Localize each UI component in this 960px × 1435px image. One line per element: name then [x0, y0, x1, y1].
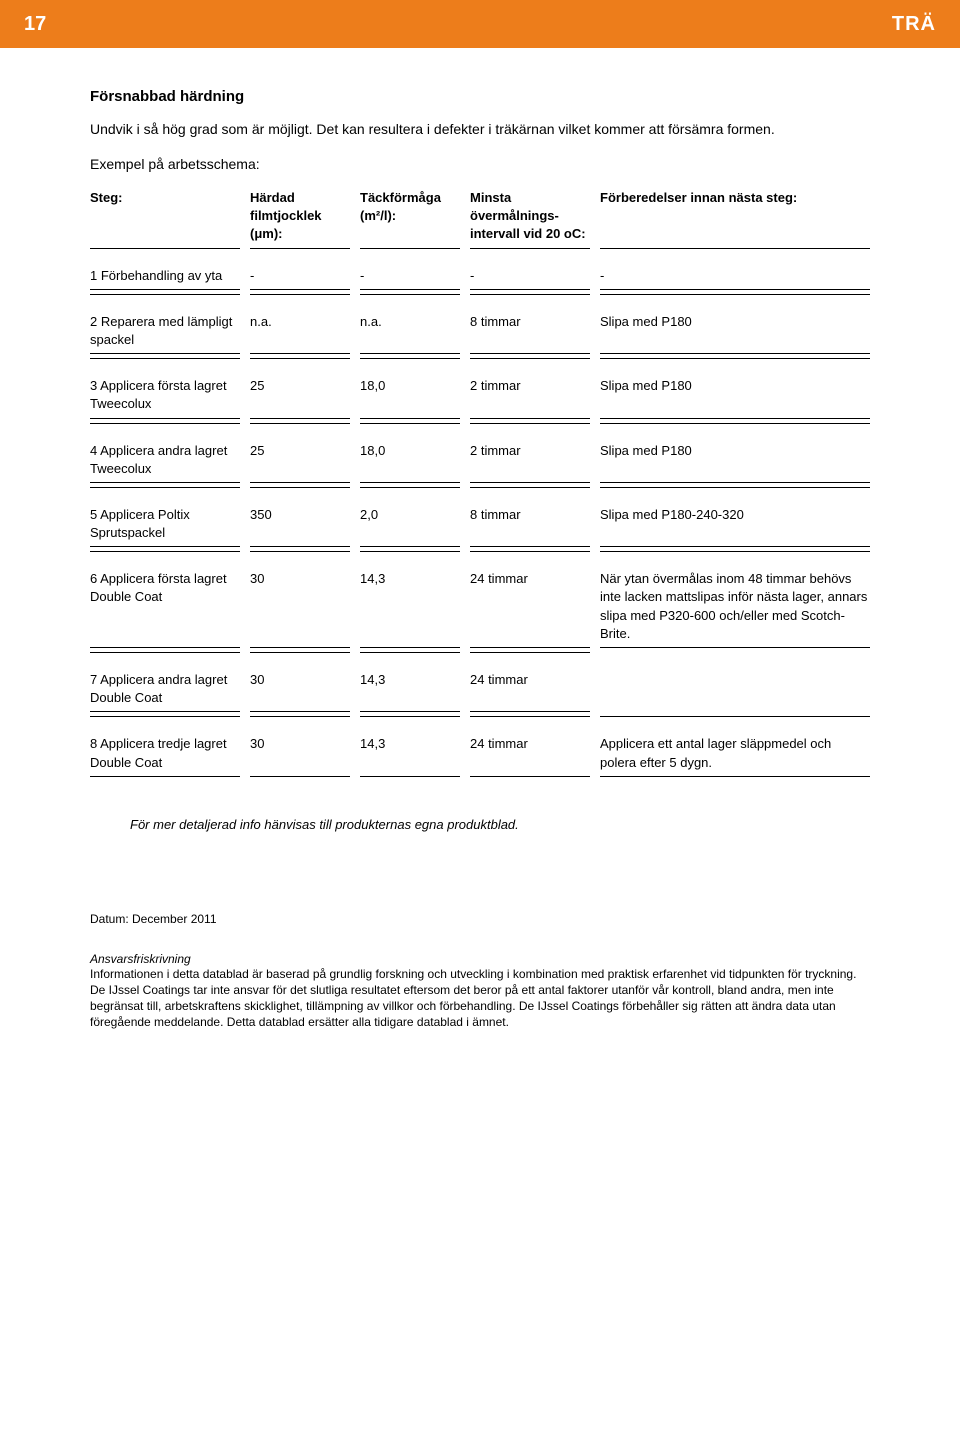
cell-prep: Slipa med P180 — [600, 442, 870, 478]
cell-step: 1 Förbehandling av yta — [90, 267, 250, 285]
table-row-divider — [90, 289, 870, 290]
table-row-divider — [90, 652, 870, 653]
table-row-divider — [90, 716, 870, 717]
table-row-divider — [90, 482, 870, 483]
table-row-divider — [90, 487, 870, 488]
cell-coverage: 14,3 — [360, 671, 470, 707]
cell-step: 5 Applicera Poltix Sprutspackel — [90, 506, 250, 542]
cell-interval: - — [470, 267, 600, 285]
cell-coverage: 18,0 — [360, 377, 470, 413]
intro-paragraph-2: Exempel på arbetsschema: — [90, 154, 870, 175]
cell-coverage: 14,3 — [360, 570, 470, 643]
cell-interval: 24 timmar — [470, 735, 600, 771]
table-header-coverage: Täckförmåga (m²/l): — [360, 189, 470, 244]
cell-thickness: 30 — [250, 570, 360, 643]
cell-prep: Slipa med P180 — [600, 377, 870, 413]
table-header-prep: Förberedelser innan nästa steg: — [600, 189, 870, 244]
cell-thickness: 25 — [250, 377, 360, 413]
table-row-divider — [90, 647, 870, 648]
table-row-divider — [90, 294, 870, 295]
cell-prep: - — [600, 267, 870, 285]
table-row: 7 Applicera andra lagret Double Coat3014… — [90, 657, 870, 711]
table-row: 6 Applicera första lagret Double Coat301… — [90, 556, 870, 647]
cell-coverage: 2,0 — [360, 506, 470, 542]
cell-coverage: - — [360, 267, 470, 285]
cell-interval: 8 timmar — [470, 506, 600, 542]
cell-thickness: 25 — [250, 442, 360, 478]
cell-coverage: 18,0 — [360, 442, 470, 478]
cell-step: 7 Applicera andra lagret Double Coat — [90, 671, 250, 707]
cell-thickness: - — [250, 267, 360, 285]
page-content: Försnabbad härdning Undvik i så hög grad… — [0, 48, 960, 1051]
intro-paragraph-1: Undvik i så hög grad som är möjligt. Det… — [90, 119, 870, 140]
table-row-divider — [90, 423, 870, 424]
cell-step: 3 Applicera första lagret Tweecolux — [90, 377, 250, 413]
cell-prep: Slipa med P180-240-320 — [600, 506, 870, 542]
page-header: 17 TRÄ — [0, 0, 960, 48]
disclaimer-body: Informationen i detta datablad är basera… — [90, 966, 870, 1031]
table-row-divider — [90, 711, 870, 712]
cell-prep: Slipa med P180 — [600, 313, 870, 349]
cell-thickness: 30 — [250, 735, 360, 771]
table-row: 4 Applicera andra lagret Tweecolux2518,0… — [90, 428, 870, 482]
cell-prep — [600, 671, 870, 707]
table-row: 5 Applicera Poltix Sprutspackel3502,08 t… — [90, 492, 870, 546]
section-heading: Försnabbad härdning — [90, 88, 870, 105]
cell-interval: 2 timmar — [470, 377, 600, 413]
cell-step: 8 Applicera tredje lagret Double Coat — [90, 735, 250, 771]
table-row-divider — [90, 776, 870, 777]
cell-step: 6 Applicera första lagret Double Coat — [90, 570, 250, 643]
page-category: TRÄ — [892, 13, 936, 36]
cell-step: 4 Applicera andra lagret Tweecolux — [90, 442, 250, 478]
cell-interval: 24 timmar — [470, 671, 600, 707]
table-row: 2 Reparera med lämpligt spackeln.a.n.a.8… — [90, 299, 870, 353]
table-row: 1 Förbehandling av yta---- — [90, 253, 870, 289]
page-number: 17 — [24, 13, 46, 36]
cell-thickness: 30 — [250, 671, 360, 707]
table-row-divider — [90, 353, 870, 354]
table-row-divider — [90, 546, 870, 547]
table-header-step: Steg: — [90, 189, 250, 244]
cell-interval: 24 timmar — [470, 570, 600, 643]
table-header-thickness: Härdad filmtjocklek (μm): — [250, 189, 360, 244]
date-line: Datum: December 2011 — [90, 912, 870, 926]
disclaimer-heading: Ansvarsfriskrivning — [90, 952, 870, 966]
table-row-divider — [90, 418, 870, 419]
cell-interval: 2 timmar — [470, 442, 600, 478]
cell-thickness: n.a. — [250, 313, 360, 349]
work-schedule-table: Steg: Härdad filmtjocklek (μm): Täckförm… — [90, 189, 870, 777]
cell-coverage: 14,3 — [360, 735, 470, 771]
cell-step: 2 Reparera med lämpligt spackel — [90, 313, 250, 349]
cell-prep: När ytan övermålas inom 48 timmar behövs… — [600, 570, 870, 643]
table-row: 3 Applicera första lagret Tweecolux2518,… — [90, 363, 870, 417]
cell-interval: 8 timmar — [470, 313, 600, 349]
cell-thickness: 350 — [250, 506, 360, 542]
table-row-divider — [90, 551, 870, 552]
cell-coverage: n.a. — [360, 313, 470, 349]
table-row-divider — [90, 358, 870, 359]
footer-note: För mer detaljerad info hänvisas till pr… — [130, 817, 870, 832]
cell-prep: Applicera ett antal lager släppmedel och… — [600, 735, 870, 771]
table-header-row: Steg: Härdad filmtjocklek (μm): Täckförm… — [90, 189, 870, 248]
table-header-interval: Minsta övermålnings-intervall vid 20 oC: — [470, 189, 600, 244]
table-row: 8 Applicera tredje lagret Double Coat301… — [90, 721, 870, 775]
table-row-divider — [90, 248, 870, 249]
